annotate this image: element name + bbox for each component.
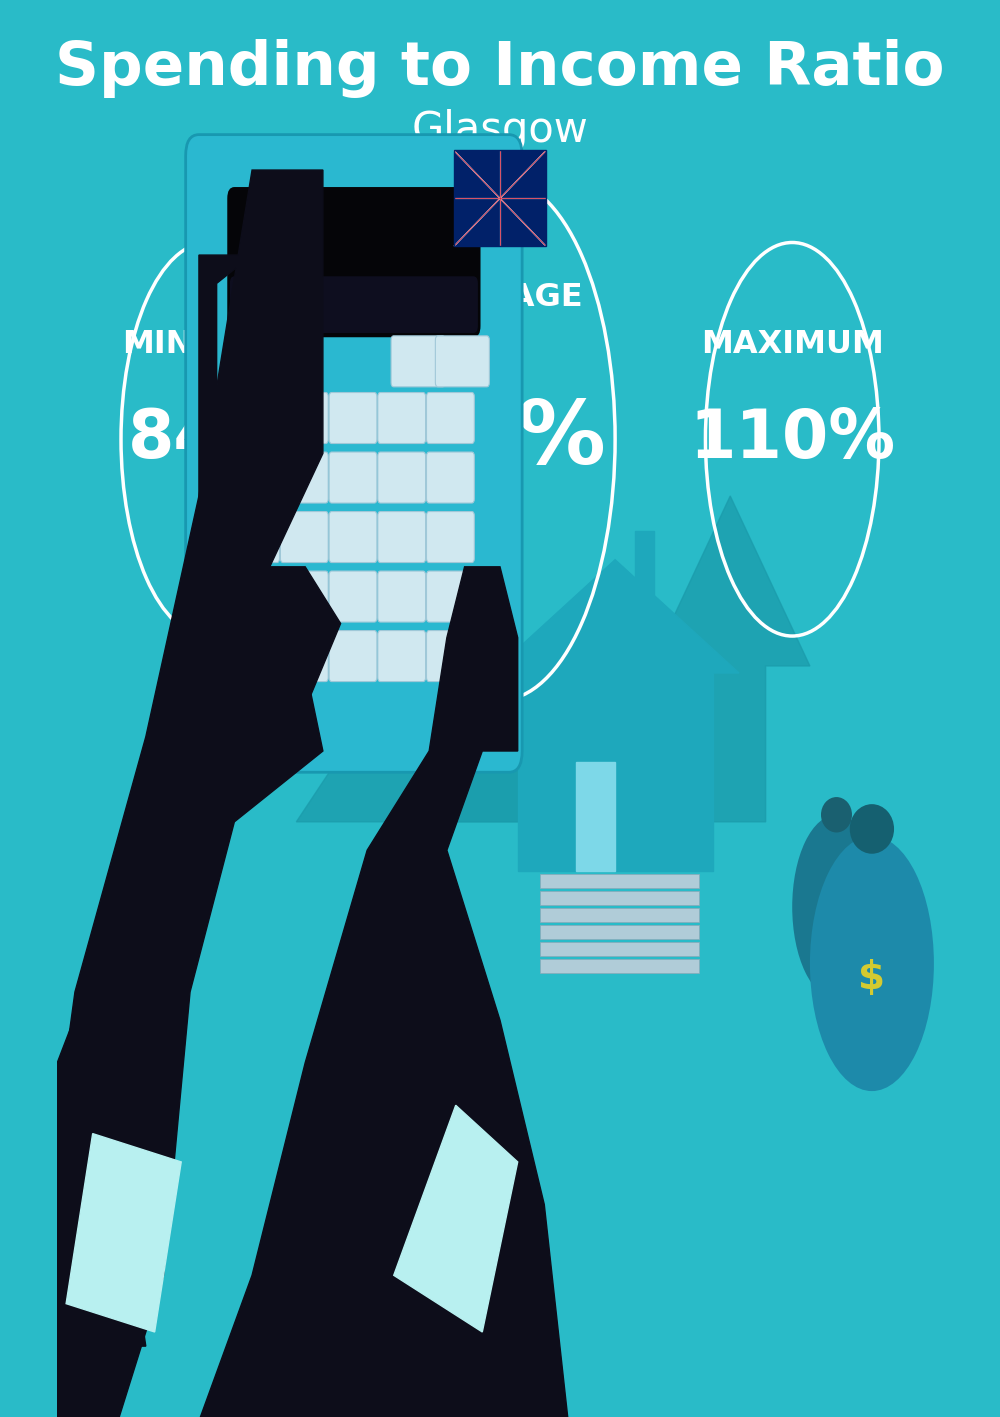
Polygon shape [394, 680, 606, 822]
FancyBboxPatch shape [280, 631, 328, 682]
FancyBboxPatch shape [329, 571, 377, 622]
FancyBboxPatch shape [540, 942, 699, 956]
Ellipse shape [821, 796, 852, 833]
FancyBboxPatch shape [378, 512, 426, 563]
FancyBboxPatch shape [378, 631, 426, 682]
FancyBboxPatch shape [427, 631, 474, 682]
Ellipse shape [792, 815, 881, 999]
Text: 94%: 94% [394, 395, 606, 483]
FancyBboxPatch shape [427, 571, 474, 622]
Text: Glasgow: Glasgow [412, 109, 588, 152]
FancyBboxPatch shape [540, 891, 699, 905]
Polygon shape [394, 1105, 518, 1332]
Text: $: $ [858, 959, 885, 996]
FancyBboxPatch shape [540, 925, 699, 939]
Polygon shape [296, 595, 597, 822]
FancyBboxPatch shape [329, 393, 377, 444]
FancyBboxPatch shape [280, 393, 328, 444]
FancyBboxPatch shape [391, 336, 445, 387]
Polygon shape [576, 762, 615, 871]
Ellipse shape [810, 836, 934, 1091]
Polygon shape [651, 496, 810, 822]
FancyBboxPatch shape [378, 571, 426, 622]
FancyBboxPatch shape [280, 452, 328, 503]
FancyBboxPatch shape [329, 631, 377, 682]
FancyBboxPatch shape [230, 276, 478, 333]
FancyBboxPatch shape [540, 959, 699, 973]
FancyBboxPatch shape [454, 150, 546, 247]
FancyBboxPatch shape [329, 512, 377, 563]
FancyBboxPatch shape [227, 187, 481, 337]
FancyBboxPatch shape [280, 512, 328, 563]
FancyBboxPatch shape [186, 135, 522, 772]
FancyBboxPatch shape [280, 571, 328, 622]
Text: $: $ [828, 910, 845, 932]
Ellipse shape [850, 805, 894, 853]
FancyBboxPatch shape [232, 452, 280, 503]
FancyBboxPatch shape [329, 452, 377, 503]
FancyBboxPatch shape [427, 512, 474, 563]
FancyBboxPatch shape [427, 452, 474, 503]
Text: 110%: 110% [689, 407, 895, 472]
Text: MINIMUM: MINIMUM [122, 329, 294, 360]
FancyBboxPatch shape [232, 393, 280, 444]
Polygon shape [635, 531, 654, 616]
Text: 84%: 84% [128, 407, 287, 472]
FancyBboxPatch shape [232, 571, 280, 622]
Text: Spending to Income Ratio: Spending to Income Ratio [55, 38, 945, 98]
FancyBboxPatch shape [540, 874, 699, 888]
FancyBboxPatch shape [378, 452, 426, 503]
FancyBboxPatch shape [540, 908, 699, 922]
Polygon shape [66, 1134, 181, 1332]
Polygon shape [57, 255, 341, 1346]
FancyBboxPatch shape [435, 336, 489, 387]
FancyBboxPatch shape [378, 393, 426, 444]
Polygon shape [13, 170, 323, 1417]
Polygon shape [518, 673, 713, 871]
Polygon shape [190, 567, 571, 1417]
Text: AVERAGE: AVERAGE [417, 282, 583, 313]
FancyBboxPatch shape [427, 393, 474, 444]
Polygon shape [491, 560, 739, 673]
Text: MAXIMUM: MAXIMUM [701, 329, 884, 360]
FancyBboxPatch shape [232, 512, 280, 563]
FancyBboxPatch shape [232, 631, 280, 682]
